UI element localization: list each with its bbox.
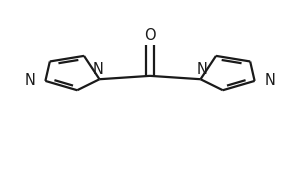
Text: N: N (24, 73, 35, 88)
Text: N: N (265, 73, 276, 88)
Text: O: O (144, 28, 156, 43)
Text: N: N (196, 62, 208, 77)
Text: N: N (92, 62, 104, 77)
